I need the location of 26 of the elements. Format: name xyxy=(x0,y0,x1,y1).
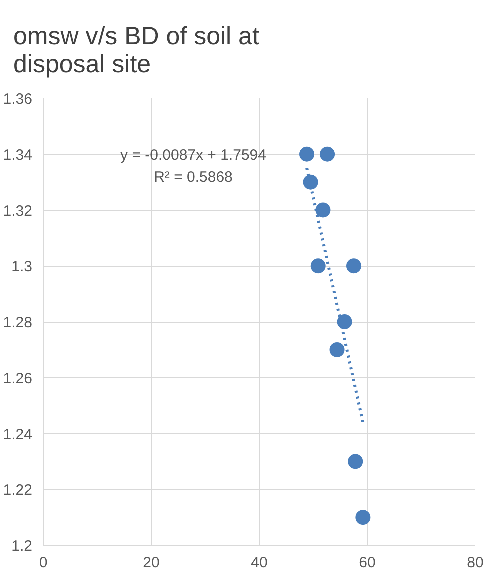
point xyxy=(320,146,336,162)
y-tick-label: 1.36 xyxy=(3,91,33,108)
y-tick-label: 1.32 xyxy=(3,202,33,220)
chart-title: omsw v/s BD of soil at disposal site xyxy=(14,22,260,78)
x-tick-label: 0 xyxy=(39,554,48,572)
x-tick-label: 20 xyxy=(143,554,160,572)
y-tick-label: 1.26 xyxy=(3,370,33,388)
annotation: y = -0.0087x + 1.7594 R² = 0.5868 xyxy=(120,147,266,186)
point xyxy=(316,202,331,218)
point xyxy=(310,258,326,274)
x-tick-label: 60 xyxy=(359,554,376,572)
y-tick-label: 1.2 xyxy=(12,538,33,555)
x-tick-label: 80 xyxy=(467,554,484,572)
point xyxy=(300,146,315,162)
point xyxy=(330,342,345,358)
point xyxy=(303,174,318,190)
y-tick-label: 1.24 xyxy=(3,426,33,444)
point xyxy=(356,510,371,526)
y-tick-label: 1.28 xyxy=(3,314,33,332)
y-tick-label: 1.3 xyxy=(12,258,33,276)
point xyxy=(337,314,352,330)
point xyxy=(348,454,364,470)
y-tick-label: 1.22 xyxy=(3,482,33,500)
y-tick-label: 1.34 xyxy=(3,146,33,164)
x-tick-label: 40 xyxy=(251,554,268,572)
point xyxy=(346,258,362,274)
